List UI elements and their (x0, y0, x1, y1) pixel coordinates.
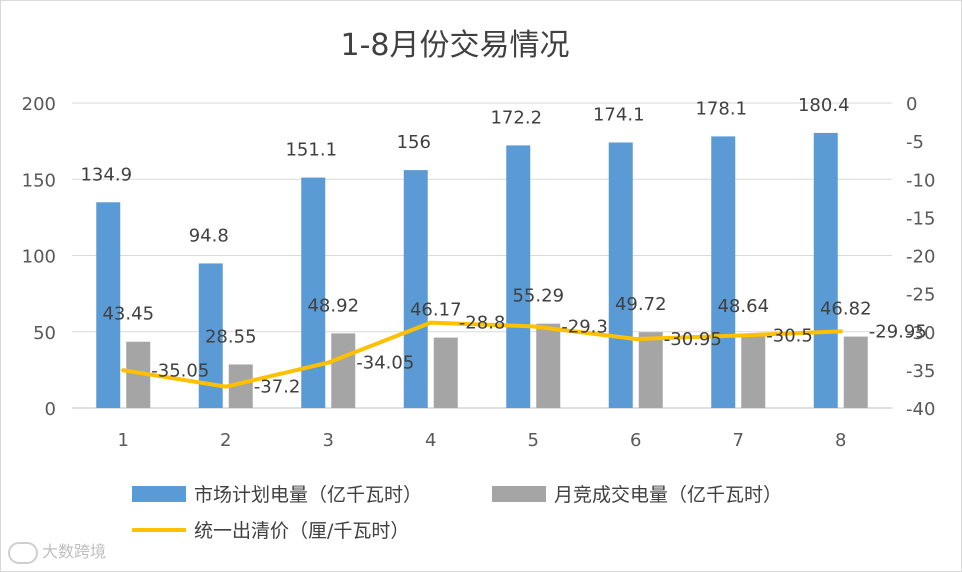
bar-traded (741, 333, 766, 408)
price-label: -35.05 (151, 360, 209, 381)
bar-traded (433, 337, 458, 408)
y-tick-right-label: -15 (906, 208, 935, 229)
x-tick-label: 8 (835, 430, 846, 451)
bar-planned-label: 94.8 (189, 225, 229, 246)
legend-label-price: 统一出清价（厘/千瓦时） (194, 520, 409, 542)
legend-label-planned: 市场计划电量（亿千瓦时） (194, 484, 422, 506)
bar-traded-label: 48.92 (307, 295, 359, 316)
y-tick-left-label: 50 (33, 323, 56, 344)
bar-traded-label: 48.64 (717, 296, 769, 317)
watermark-text: 大数跨境 (42, 542, 107, 561)
price-label: -28.8 (459, 313, 506, 334)
y-tick-right-label: -5 (906, 132, 924, 153)
y-tick-right-label: -35 (906, 361, 935, 382)
legend-swatch-traded (492, 486, 546, 502)
price-point (633, 336, 638, 341)
x-tick-label: 2 (220, 430, 231, 451)
price-line (121, 320, 843, 389)
legend-label-traded: 月竞成交电量（亿千瓦时） (554, 484, 782, 506)
chart-title: 1-8月份交易情况 (341, 28, 570, 63)
price-label: -37.2 (254, 377, 301, 398)
y-tick-right-label: -40 (906, 399, 935, 420)
legend-swatch-planned (132, 486, 186, 502)
bar-planned (96, 202, 121, 408)
y-tick-right-label: -30 (906, 323, 935, 344)
bar-planned-label: 151.1 (285, 140, 337, 161)
legend: 市场计划电量（亿千瓦时） 月竞成交电量（亿千瓦时） 统一出清价（厘/千瓦时） (132, 484, 782, 542)
x-tick-label: 3 (323, 430, 334, 451)
price-label: -29.3 (561, 316, 608, 337)
price-label: -29.95 (869, 321, 927, 342)
bar-planned (813, 132, 838, 408)
price-label: -30.5 (766, 326, 813, 347)
bar-planned-label: 156 (397, 132, 431, 153)
y-tick-right-label: -25 (906, 285, 935, 306)
x-tick-label: 6 (630, 430, 641, 451)
bar-traded (638, 332, 663, 408)
bar-planned (608, 142, 633, 408)
data-labels: 134.9 43.45 94.8 28.55 151.1 48.92 156 46.17 172… (80, 95, 926, 398)
x-tick-label: 1 (118, 430, 129, 451)
y-tick-left-label: 150 (22, 170, 56, 191)
watermark-logo-icon (8, 541, 38, 564)
bar-planned (711, 136, 736, 408)
price-label: -34.05 (356, 353, 414, 374)
price-point (326, 360, 331, 365)
bars (96, 132, 868, 408)
y-tick-left-label: 200 (22, 94, 56, 115)
bar-traded (843, 336, 868, 408)
x-tick-label: 7 (733, 430, 744, 451)
price-point (121, 368, 126, 373)
price-line-path (121, 320, 843, 389)
bar-planned-label: 172.2 (490, 107, 542, 128)
y-tick-left-label: 100 (22, 247, 56, 268)
bar-traded (331, 333, 356, 408)
bar-planned-label: 180.4 (798, 95, 850, 116)
bar-traded-label: 28.55 (205, 326, 257, 347)
bar-traded (536, 323, 561, 408)
bar-traded-label: 46.82 (820, 299, 872, 320)
bar-planned (403, 170, 428, 408)
bar-traded-label: 55.29 (512, 286, 564, 307)
y-tick-right-label: 0 (906, 94, 917, 115)
bar-planned-label: 178.1 (695, 98, 747, 119)
price-point (428, 320, 433, 325)
y-axis-left: 0 50 100 150 200 (22, 94, 56, 420)
x-axis: 1 2 3 4 5 6 7 8 (118, 430, 847, 451)
y-tick-right-label: -20 (906, 247, 935, 268)
y-tick-right-label: -10 (906, 170, 935, 191)
x-tick-label: 4 (425, 430, 436, 451)
price-label: -30.95 (664, 329, 722, 350)
price-point (531, 324, 536, 329)
y-tick-left-label: 0 (45, 399, 56, 420)
x-tick-label: 5 (528, 430, 539, 451)
bar-traded-label: 46.17 (410, 300, 462, 321)
watermark: 大数跨境 (8, 538, 106, 564)
bar-planned-label: 134.9 (80, 164, 132, 185)
bar-planned-label: 174.1 (593, 104, 645, 125)
y-axis-right: 0 -5 -10 -15 -20 -25 -30 -35 -40 (906, 94, 935, 420)
bar-traded-label: 43.45 (102, 304, 154, 325)
price-point (838, 329, 843, 334)
bar-planned (301, 177, 326, 408)
bar-planned (506, 145, 531, 408)
price-point (736, 333, 741, 338)
bar-traded-label: 49.72 (615, 294, 667, 315)
price-point (223, 384, 228, 389)
